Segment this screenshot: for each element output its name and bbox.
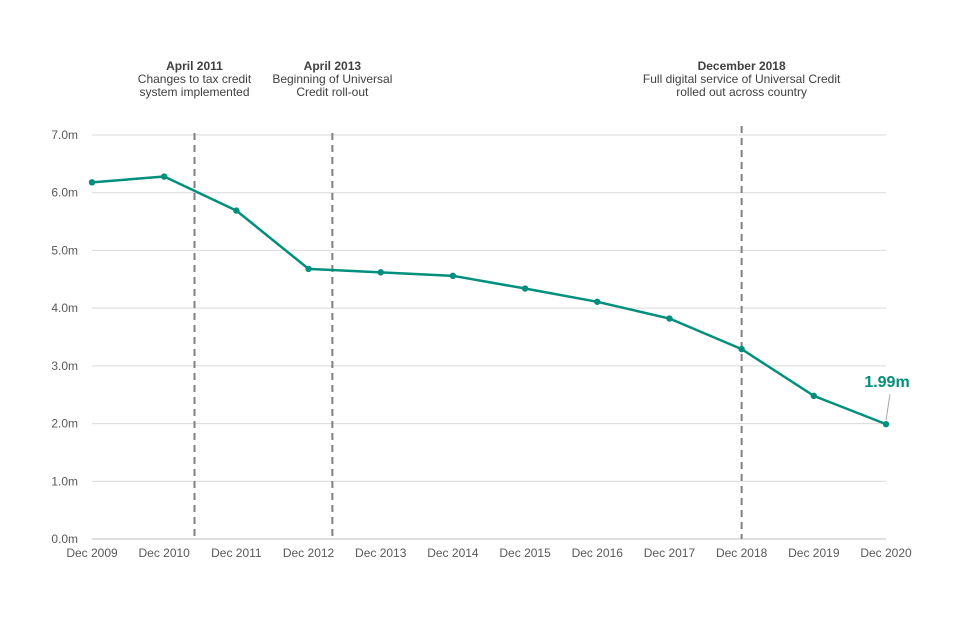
x-tick-label: Dec 2017	[644, 546, 696, 560]
event-description: Changes to tax credit	[138, 72, 252, 86]
x-tick-label: Dec 2018	[716, 546, 768, 560]
y-tick-label: 0.0m	[51, 532, 78, 546]
end-label-leader	[885, 394, 891, 421]
data-point	[305, 265, 312, 273]
x-tick-label: Dec 2016	[572, 546, 624, 560]
x-tick-label: Dec 2014	[427, 546, 479, 560]
x-tick-label: Dec 2020	[860, 546, 912, 560]
y-tick-label: 3.0m	[51, 359, 78, 373]
y-axis-ticks: 0.0m 1.0m 2.0m 3.0m 4.0m 5.0m 6.0m 7.0m	[51, 128, 78, 546]
data-point	[160, 173, 168, 180]
event-description: Beginning of Universal	[272, 72, 392, 86]
x-axis-ticks: Dec 2009 Dec 2010 Dec 2011 Dec 2012 Dec 2013…	[66, 546, 912, 560]
end-value-label: 1.99m	[864, 374, 909, 391]
event-description: Full digital service of Universal Credit	[643, 72, 841, 86]
event-description: rolled out across country	[676, 85, 807, 99]
data-point	[594, 298, 601, 305]
series-line	[91, 175, 887, 426]
y-tick-label: 4.0m	[51, 301, 78, 315]
event-title: April 2011	[166, 59, 223, 73]
data-point	[666, 315, 673, 322]
x-tick-label: Dec 2011	[211, 546, 262, 560]
data-point	[521, 285, 529, 292]
event-description: system implemented	[139, 85, 249, 99]
y-tick-label: 7.0m	[51, 128, 78, 142]
event-description: Credit roll-out	[296, 85, 369, 99]
x-tick-label: Dec 2012	[283, 546, 335, 560]
y-tick-label: 6.0m	[51, 186, 78, 200]
data-point	[882, 420, 890, 428]
y-tick-label: 2.0m	[51, 417, 78, 431]
x-tick-label: Dec 2009	[66, 546, 118, 560]
event-title: April 2013	[304, 59, 362, 73]
y-tick-label: 1.0m	[51, 474, 78, 488]
data-point	[88, 179, 96, 186]
x-tick-label: Dec 2013	[355, 546, 407, 560]
y-tick-label: 5.0m	[51, 243, 78, 257]
data-point	[233, 207, 240, 214]
gridlines	[92, 134, 886, 540]
x-tick-label: Dec 2019	[788, 546, 840, 560]
data-point	[738, 345, 745, 353]
data-point	[449, 272, 457, 280]
x-tick-label: Dec 2010	[138, 546, 190, 560]
event-title: December 2018	[698, 59, 786, 73]
data-point	[810, 392, 818, 400]
x-tick-label: Dec 2015	[499, 546, 551, 560]
series-group: 1.99m	[88, 173, 910, 428]
data-point	[377, 269, 384, 276]
